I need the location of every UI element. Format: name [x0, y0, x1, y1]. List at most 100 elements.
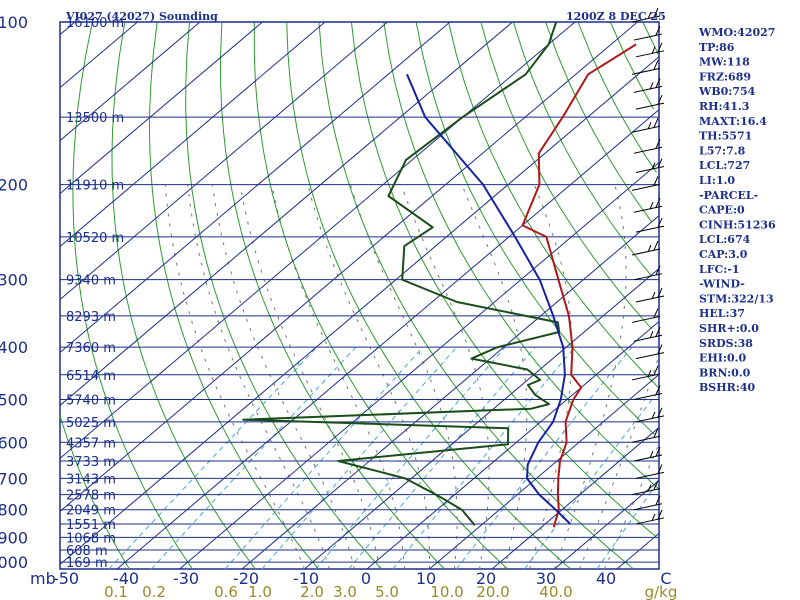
height-label: 8293 m [66, 310, 116, 325]
isotherm-line [366, 321, 660, 570]
temperature-tick-label: C [660, 569, 671, 588]
wind-barb-flag [653, 118, 659, 128]
wind-barb [635, 509, 665, 525]
moist-adiabat [349, 184, 458, 570]
wind-barb-shaft [633, 334, 663, 342]
wind-barb-flag [655, 265, 661, 275]
moist-adiabat [554, 184, 627, 570]
isotherm-line [116, 109, 660, 570]
wind-barb [631, 118, 661, 133]
isotherm-line [59, 56, 660, 565]
index-value: EHI:0.0 [699, 352, 746, 365]
temperature-tick-label: -10 [293, 569, 319, 588]
wind-barb-shaft [635, 352, 665, 360]
height-label: 9340 m [66, 274, 116, 289]
height-label: 169 m [66, 556, 108, 571]
mixing-ratio-line [108, 346, 318, 570]
wind-barb-flag [657, 158, 663, 168]
wind-barb-flag [651, 162, 656, 170]
mixing-ratio-line [392, 346, 576, 570]
mixing-ratio-line [456, 346, 633, 570]
wind-barb-shaft [631, 488, 661, 496]
wind-barb-flag [651, 46, 656, 55]
wind-barb-flag [657, 407, 663, 418]
isotherm-line [59, 21, 76, 36]
index-value: L57:7.8 [699, 144, 746, 157]
temperature-tick-label: -30 [173, 569, 199, 588]
isotherms [59, 21, 660, 570]
moist-adiabats [164, 184, 659, 570]
temperature-tick-label: -50 [53, 569, 79, 588]
pressure-tick-label: 900 [0, 528, 28, 547]
index-value: CINH:51236 [699, 218, 776, 231]
height-label: 2578 m [66, 489, 116, 504]
wind-barb-flag [655, 385, 661, 395]
parcel-profile [406, 73, 571, 525]
wind-barb-shaft [633, 454, 663, 462]
mixing-ratio-line [315, 346, 506, 570]
index-value: MAXT:16.4 [699, 115, 767, 128]
wind-barb-flag [657, 217, 663, 228]
index-value: LI:1.0 [699, 174, 735, 187]
wind-barb-flag [653, 428, 659, 438]
wind-barb-flag [647, 122, 652, 130]
temperature-tick-label: -40 [113, 569, 139, 588]
height-label: 2049 m [66, 504, 116, 519]
wind-barb-flag [655, 197, 661, 208]
dry-adiabat [577, 21, 657, 173]
height-label: 16100 m [66, 16, 124, 31]
station-title: VI027 (42027) Sounding [65, 10, 218, 23]
isotherm-line [59, 21, 263, 194]
wind-barb-shaft [635, 225, 665, 233]
wind-barb-flag [657, 287, 663, 298]
isobars [60, 21, 659, 563]
wind-barb-flag [653, 240, 659, 251]
wind-barb-shaft [633, 85, 663, 93]
index-value: -WIND- [699, 278, 745, 291]
wind-barb-flag [653, 7, 659, 18]
pressure-tick-label: 100 [0, 13, 28, 32]
wind-barb-flag [649, 82, 654, 90]
height-label: 7360 m [66, 341, 116, 356]
height-label: 1068 m [66, 531, 116, 546]
height-label: 608 m [66, 544, 108, 559]
wind-barb-shaft [633, 146, 663, 154]
wind-barb-shaft [633, 393, 663, 400]
dry-adiabat [350, 21, 656, 537]
wind-barb [635, 42, 665, 58]
mixing-ratio-lines [108, 346, 660, 570]
index-value: LCL:674 [699, 233, 751, 246]
isotherm-line [59, 21, 388, 300]
wind-barb-shaft [635, 50, 665, 58]
height-label: 4357 m [66, 436, 116, 451]
index-value: BRN:0.0 [699, 366, 751, 379]
wind-barb-flag [653, 308, 659, 318]
wind-barb-flag [657, 94, 663, 105]
mixing-ratio-tick-label: 3.0 [333, 583, 357, 600]
wind-barb-flag [651, 513, 656, 522]
wind-barb [631, 428, 661, 443]
wind-barb-shaft [633, 503, 663, 511]
mixing-ratio-tick-label: 1.0 [248, 583, 272, 600]
pressure-tick-label: 400 [0, 338, 28, 357]
wind-barb [633, 495, 663, 511]
index-value: SHR+:0.0 [699, 322, 759, 335]
wind-barbs [631, 7, 665, 525]
wind-barb-shaft [633, 273, 663, 281]
temperature-tick-label: 20 [476, 569, 496, 588]
mixing-ratio-tick-label: 10.0 [430, 583, 463, 600]
pressure-tick-label: 500 [0, 390, 28, 409]
dry-adiabat [512, 21, 652, 277]
index-value: CAPE:0 [699, 204, 745, 217]
wind-barb-flag [651, 411, 656, 420]
temperature-tick-label: 0 [361, 569, 371, 588]
index-value: FRZ:689 [699, 70, 751, 83]
mixing-ratio-tick-label: 40.0 [539, 583, 572, 600]
height-label: 3143 m [66, 472, 116, 487]
wind-barb [633, 25, 663, 41]
isotherm-line [179, 162, 660, 570]
wind-barb-shaft [631, 67, 661, 75]
wind-barb-shaft [631, 373, 661, 381]
wind-barb-shaft [635, 166, 665, 174]
temperature-profile [521, 43, 637, 528]
